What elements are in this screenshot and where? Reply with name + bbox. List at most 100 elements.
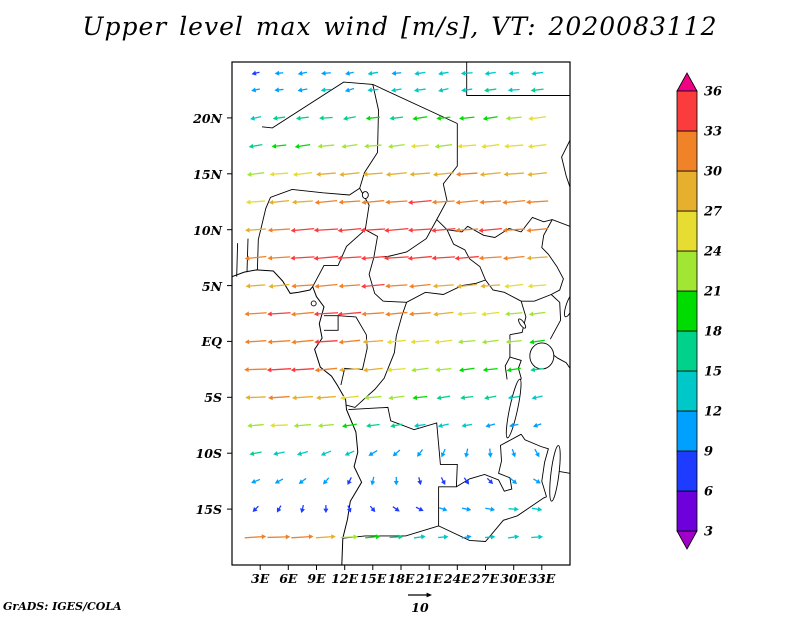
wind-arrow xyxy=(531,395,543,400)
wind-arrow xyxy=(340,395,359,401)
wind-arrow xyxy=(411,367,429,373)
wind-arrow xyxy=(319,115,333,121)
wind-arrow xyxy=(295,115,309,121)
wind-arrow xyxy=(529,339,545,345)
wind-arrow xyxy=(438,70,449,76)
wind-arrow xyxy=(478,255,502,261)
country-border-line xyxy=(256,187,360,270)
wind-arrow xyxy=(244,534,267,540)
wind-arrow xyxy=(392,449,401,457)
wind-arrow xyxy=(413,534,426,540)
country-border-line xyxy=(340,316,368,386)
wind-arrow xyxy=(486,477,494,485)
wind-arrow xyxy=(393,476,399,486)
lon-axis-label: 3E xyxy=(251,571,270,586)
wind-arrow xyxy=(366,423,380,429)
wind-arrow xyxy=(463,477,470,485)
wind-arrow xyxy=(369,505,376,513)
wind-arrow xyxy=(528,115,547,121)
wind-arrow xyxy=(291,283,314,289)
lat-axis-label: EQ xyxy=(201,334,222,350)
wind-arrow xyxy=(507,395,520,400)
wind-arrow xyxy=(297,87,308,93)
wind-arrow xyxy=(412,115,428,121)
country-border-line xyxy=(509,301,527,336)
colorbar-segment xyxy=(676,410,698,452)
wind-arrow xyxy=(484,395,497,401)
country-border-line xyxy=(261,81,458,129)
wind-arrow xyxy=(461,87,473,93)
wind-arrow xyxy=(414,70,426,76)
wind-arrow xyxy=(270,422,288,428)
wind-arrow xyxy=(267,311,291,317)
country-border-line xyxy=(549,294,562,340)
country-border-line xyxy=(383,279,486,303)
wind-arrow xyxy=(440,477,446,486)
wind-arrow xyxy=(338,199,361,205)
wind-arrow xyxy=(384,227,409,233)
colorbar-segment xyxy=(676,210,698,252)
wind-arrow xyxy=(413,87,426,93)
colorbar-segment xyxy=(676,170,698,212)
lake-outline xyxy=(310,300,317,307)
wind-arrow xyxy=(409,311,431,317)
lake-outline xyxy=(529,342,555,370)
wind-arrow xyxy=(252,505,259,512)
wind-arrow xyxy=(431,199,455,205)
wind-arrow xyxy=(440,448,446,458)
wind-arrow xyxy=(300,504,305,514)
wind-arrow xyxy=(346,505,352,513)
wind-arrow xyxy=(362,171,383,177)
wind-arrow xyxy=(290,255,315,261)
wind-arrow xyxy=(409,171,431,177)
wind-arrow xyxy=(292,171,313,177)
wind-arrow xyxy=(482,115,498,121)
wind-arrow xyxy=(526,227,548,233)
wind-arrow xyxy=(527,143,547,149)
wind-arrow xyxy=(385,311,408,317)
wind-arrow xyxy=(244,367,267,373)
lon-axis-label: 33E xyxy=(528,571,556,586)
colorbar-tick-label: 3 xyxy=(704,525,713,540)
wind-arrow xyxy=(269,171,289,177)
wind-arrow xyxy=(383,255,409,261)
wind-arrow xyxy=(506,367,521,373)
lon-axis-label: 12E xyxy=(331,571,359,586)
wind-arrow xyxy=(271,143,287,149)
wind-arrow xyxy=(434,143,453,149)
wind-arrow xyxy=(502,255,525,261)
wind-arrow xyxy=(276,505,282,513)
wind-arrow xyxy=(504,143,524,149)
wind-arrow xyxy=(481,143,500,149)
country-border-line xyxy=(359,84,379,189)
wind-arrow xyxy=(481,339,499,345)
colorbar-tick-label: 27 xyxy=(703,205,722,220)
country-border-line xyxy=(324,315,339,331)
wind-arrow xyxy=(434,339,453,345)
wind-arrow xyxy=(251,70,260,76)
wind-arrow xyxy=(368,450,378,456)
wind-arrow xyxy=(323,505,329,514)
wind-arrow xyxy=(244,311,267,317)
wind-arrow xyxy=(436,395,451,401)
country-border-line xyxy=(541,219,564,295)
wind-arrow xyxy=(245,283,266,289)
wind-arrow xyxy=(480,283,501,289)
wind-arrow xyxy=(290,311,314,317)
attribution-stamp: GrADS: IGES/COLA xyxy=(3,600,122,613)
wind-arrow xyxy=(461,422,473,428)
wind-arrow xyxy=(482,367,498,373)
wind-arrow xyxy=(505,339,522,345)
colorbar-segment xyxy=(676,450,698,492)
wind-arrow xyxy=(337,311,362,317)
wind-arrow xyxy=(272,115,286,121)
colorbar-tick-label: 15 xyxy=(704,365,722,380)
wind-arrow xyxy=(502,227,525,233)
wind-arrow xyxy=(526,199,549,205)
colorbar-bottom-arrow xyxy=(676,530,698,550)
wind-arrow xyxy=(314,367,338,373)
wind-arrow xyxy=(507,87,520,93)
lake-outline xyxy=(518,318,527,329)
wind-arrow xyxy=(458,367,475,373)
country-border-line xyxy=(359,188,378,258)
